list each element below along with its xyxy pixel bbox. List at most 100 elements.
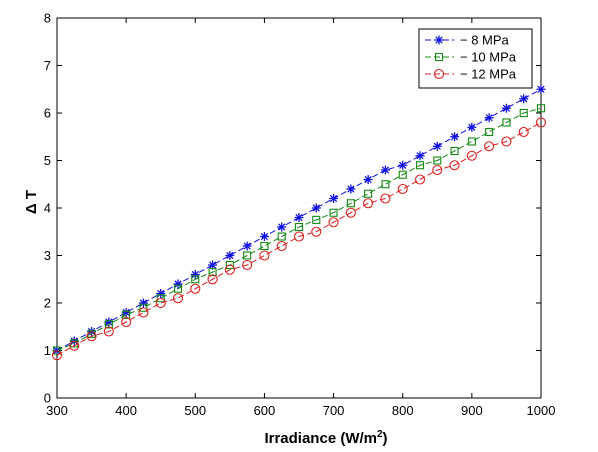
x-tick-label: 400 [115, 403, 137, 418]
marker-stroke [312, 204, 320, 212]
marker-shape [293, 231, 305, 242]
x-tick-label: 600 [254, 403, 276, 418]
data-point [190, 283, 201, 294]
legend-label: − 8 MPa [460, 33, 510, 48]
marker-shape [207, 274, 218, 285]
data-point [518, 126, 529, 138]
data-point [155, 297, 166, 309]
data-point [397, 183, 408, 195]
data-point [277, 232, 286, 241]
data-point [276, 240, 287, 252]
x-tick-label: 800 [392, 403, 414, 418]
data-point [346, 199, 355, 208]
data-point [191, 275, 200, 284]
marker-shape [51, 350, 63, 361]
marker-shape [52, 346, 62, 355]
data-point [501, 136, 512, 147]
data-point [329, 194, 339, 203]
legend: − 8 MPa − 10 MPa − 12 MPa [418, 28, 533, 89]
y-tick-label: 2 [44, 296, 51, 311]
marker-shape [276, 240, 287, 252]
marker-stroke [122, 308, 130, 317]
data-point [414, 174, 426, 185]
data-point [224, 264, 235, 275]
data-point [104, 320, 113, 329]
y-axis-label: Δ T [23, 190, 40, 214]
marker-shape [121, 316, 132, 328]
data-point [535, 117, 547, 128]
marker-shape [364, 189, 373, 198]
marker-shape [484, 141, 495, 152]
data-point [467, 137, 476, 146]
marker-shape [225, 260, 234, 270]
marker-shape [518, 126, 529, 138]
data-point [432, 141, 442, 151]
marker-stroke [347, 185, 355, 193]
x-axis-label-superscript: 2 [377, 429, 383, 440]
data-point [243, 251, 252, 260]
data-point [449, 160, 460, 171]
x-tick-label: 900 [461, 403, 483, 418]
data-point [433, 156, 442, 165]
marker-stroke [399, 161, 407, 169]
data-point [536, 84, 546, 94]
marker-shape [414, 174, 426, 185]
data-point [363, 198, 374, 209]
data-point [277, 222, 287, 232]
marker-stroke [520, 95, 528, 103]
marker-stroke [139, 299, 148, 307]
data-point [104, 317, 114, 327]
marker-shape [449, 160, 460, 171]
marker-stroke [191, 270, 199, 279]
series-2 [52, 104, 546, 355]
data-point [172, 293, 184, 304]
y-tick-label: 5 [44, 153, 51, 168]
data-point [432, 164, 443, 176]
marker-stroke [157, 289, 165, 298]
marker-shape [294, 222, 304, 232]
data-point [466, 150, 477, 161]
marker-shape [172, 293, 184, 304]
data-point [311, 203, 321, 213]
data-point [259, 250, 270, 261]
marker-stroke [295, 213, 303, 222]
data-point [398, 170, 407, 179]
data-point [364, 189, 373, 198]
marker-shape [380, 193, 391, 204]
marker-shape [467, 137, 476, 146]
marker-stroke [537, 85, 545, 93]
data-point [329, 208, 338, 217]
series-line [56, 88, 542, 351]
data-point [345, 207, 356, 218]
axis-labels: Irradiance (W/m2) Δ T [23, 190, 388, 447]
marker-stroke [364, 175, 372, 184]
y-tick-label: 7 [44, 58, 51, 73]
data-point [260, 241, 269, 251]
marker-stroke [450, 133, 459, 141]
marker-shape [259, 250, 270, 261]
marker-shape [397, 183, 408, 195]
data-point [242, 241, 252, 251]
data-point [294, 213, 304, 222]
data-point [86, 331, 97, 342]
marker-shape [502, 118, 511, 127]
marker-shape [122, 310, 131, 319]
legend-marker [433, 68, 445, 80]
data-point [293, 231, 305, 242]
marker-shape [191, 275, 200, 284]
data-point [208, 268, 217, 277]
marker-stroke [381, 166, 390, 174]
data-point [69, 340, 80, 351]
data-point [208, 260, 218, 270]
data-point [380, 165, 390, 175]
marker-shape [103, 326, 114, 337]
marker-shape [536, 104, 546, 113]
marker-shape [86, 331, 97, 342]
data-point [51, 350, 63, 361]
data-point [346, 184, 356, 194]
marker-shape [535, 117, 547, 128]
data-point [363, 175, 373, 184]
plot-area [51, 84, 547, 361]
marker-shape [156, 294, 165, 303]
marker-shape [311, 226, 322, 237]
